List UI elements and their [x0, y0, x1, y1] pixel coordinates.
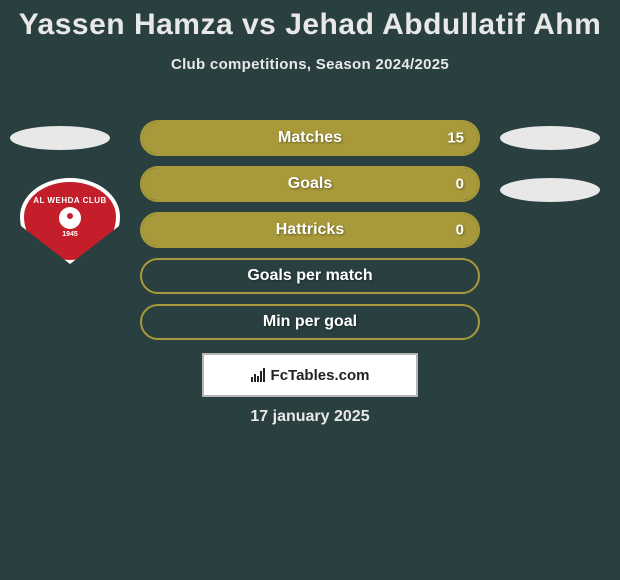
stat-label: Goals [288, 175, 332, 193]
stat-label: Min per goal [263, 313, 357, 331]
badge-year: 1945 [62, 231, 78, 238]
stat-row-goals-per-match: Goals per match [140, 258, 480, 294]
page-title: Yassen Hamza vs Jehad Abdullatif Ahm [0, 0, 620, 42]
stat-label: Hattricks [276, 221, 344, 239]
chart-icon [251, 368, 265, 382]
stat-label: Matches [278, 129, 342, 147]
badge-player-icon [59, 207, 81, 229]
stat-label: Goals per match [247, 267, 372, 285]
team-left-badge: AL WEHDA CLUB 1945 [20, 178, 120, 264]
footer-brand-box: FcTables.com [202, 353, 418, 397]
stat-row-matches: Matches 15 [140, 120, 480, 156]
team-right-placeholder [500, 178, 600, 202]
page-subtitle: Club competitions, Season 2024/2025 [0, 56, 620, 73]
stat-row-goals: Goals 0 [140, 166, 480, 202]
stat-value: 15 [447, 130, 464, 147]
footer-brand-text: FcTables.com [271, 367, 370, 384]
stat-row-min-per-goal: Min per goal [140, 304, 480, 340]
shield-icon: AL WEHDA CLUB 1945 [20, 178, 120, 264]
player-left-placeholder [10, 126, 110, 150]
stats-container: Matches 15 Goals 0 Hattricks 0 Goals per… [140, 120, 480, 350]
badge-top-text: AL WEHDA CLUB [33, 196, 107, 205]
stat-value: 0 [456, 176, 464, 193]
stat-value: 0 [456, 222, 464, 239]
stat-row-hattricks: Hattricks 0 [140, 212, 480, 248]
player-right-placeholder [500, 126, 600, 150]
footer-date: 17 january 2025 [0, 408, 620, 426]
